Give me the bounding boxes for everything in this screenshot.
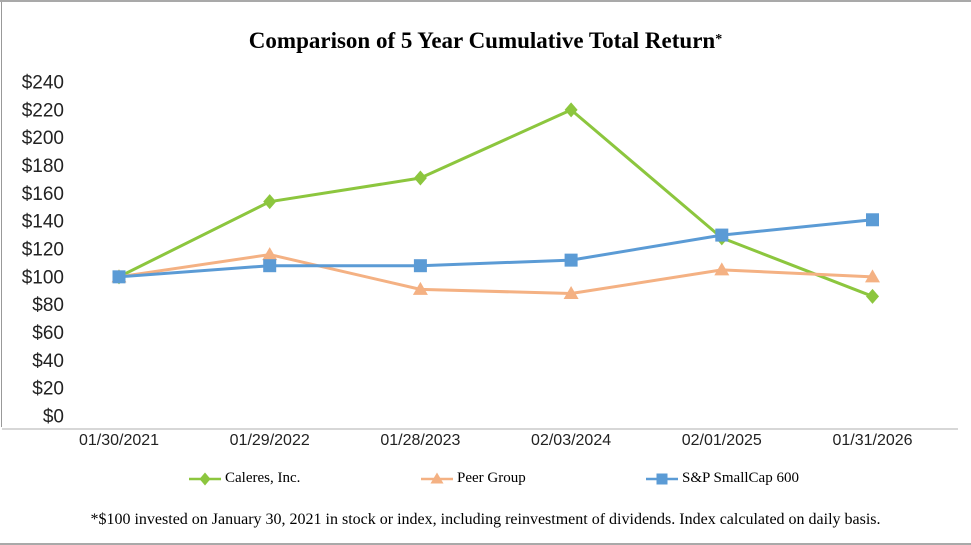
legend-label: Peer Group bbox=[457, 470, 526, 486]
data-point-square bbox=[564, 253, 578, 267]
series-square bbox=[112, 213, 879, 284]
chart-title-text: Comparison of 5 Year Cumulative Total Re… bbox=[248, 28, 716, 53]
x-axis-label: 01/28/2023 bbox=[380, 432, 460, 449]
y-tick-label: $100 bbox=[22, 267, 64, 288]
y-tick-label: $180 bbox=[22, 156, 64, 177]
y-tick-label: $40 bbox=[32, 351, 64, 372]
legend-item-peer-group: Peer Group bbox=[420, 470, 526, 487]
data-point-triangle bbox=[563, 286, 579, 300]
legend-swatch-svg bbox=[421, 472, 453, 483]
series-line bbox=[118, 253, 873, 296]
y-tick-label: $220 bbox=[22, 100, 64, 121]
legend-item-sp-smallcap-600: S&P SmallCap 600 bbox=[645, 470, 799, 487]
title-asterisk: * bbox=[715, 32, 723, 47]
data-point-diamond bbox=[564, 102, 578, 118]
legend-triangle-marker-icon bbox=[420, 471, 454, 487]
x-axis-label: 01/29/2022 bbox=[230, 432, 310, 449]
legend-item-caleres: Caleres, Inc. bbox=[188, 470, 300, 487]
data-point-diamond bbox=[413, 170, 427, 186]
y-tick-label: $240 bbox=[22, 73, 64, 94]
data-point-square bbox=[866, 213, 879, 227]
data-point-triangle bbox=[714, 262, 730, 276]
data-point-diamond bbox=[866, 288, 879, 304]
data-point-square bbox=[112, 270, 126, 284]
legend-swatch-svg bbox=[189, 472, 221, 485]
y-tick-label: $0 bbox=[43, 407, 64, 428]
data-point-diamond bbox=[199, 472, 211, 485]
legend-diamond-marker-icon bbox=[188, 471, 222, 487]
legend-label: S&P SmallCap 600 bbox=[682, 470, 799, 486]
data-point-square bbox=[656, 473, 668, 484]
legend-square-marker-icon bbox=[645, 471, 679, 487]
data-point-square bbox=[715, 228, 729, 242]
data-point-square bbox=[413, 259, 427, 273]
legend-label: Caleres, Inc. bbox=[225, 470, 301, 486]
series-line bbox=[118, 108, 874, 298]
x-axis-label: 01/30/2021 bbox=[79, 432, 159, 449]
legend-swatch-svg bbox=[646, 473, 678, 484]
y-tick-label: $140 bbox=[22, 212, 64, 233]
chart-title: Comparison of 5 Year Cumulative Total Re… bbox=[0, 28, 971, 54]
data-point-triangle bbox=[412, 281, 428, 295]
x-axis-label: 02/03/2024 bbox=[531, 432, 611, 449]
data-point-diamond bbox=[263, 194, 277, 210]
y-tick-label: $200 bbox=[22, 128, 64, 149]
y-tick-label: $160 bbox=[22, 184, 64, 205]
chart-footnote: *$100 invested on January 30, 2021 in st… bbox=[90, 511, 881, 528]
y-tick-label: $20 bbox=[32, 379, 64, 400]
x-axis-label: 01/31/2026 bbox=[832, 432, 912, 449]
y-tick-label: $120 bbox=[22, 240, 64, 261]
x-axis-label: 02/01/2025 bbox=[682, 432, 762, 449]
data-point-triangle bbox=[262, 247, 278, 261]
data-point-square bbox=[263, 259, 277, 273]
y-tick-label: $60 bbox=[32, 323, 64, 344]
data-point-triangle bbox=[430, 472, 444, 483]
y-tick-label: $80 bbox=[32, 295, 64, 316]
left-border-rule bbox=[1, 2, 2, 427]
series-line bbox=[118, 218, 873, 279]
data-point-triangle bbox=[865, 269, 880, 283]
